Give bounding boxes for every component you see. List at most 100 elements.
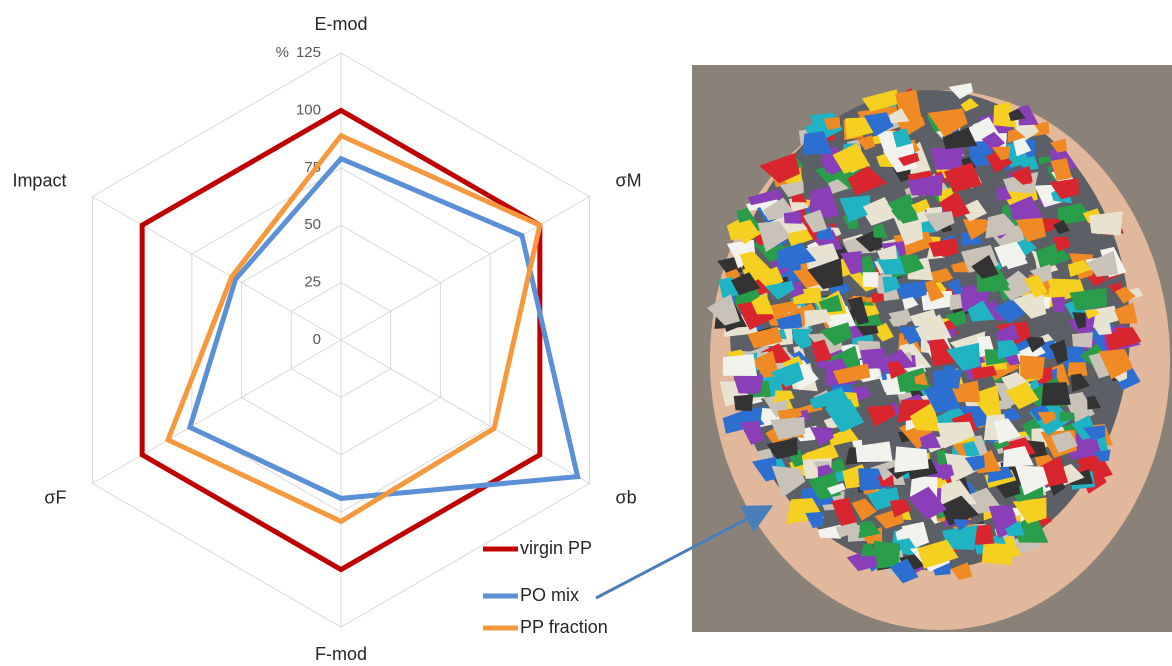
plastic-flake bbox=[790, 190, 807, 203]
plastic-flake bbox=[897, 399, 937, 423]
plastic-flake bbox=[998, 270, 1038, 301]
plastic-flake bbox=[894, 446, 929, 473]
plastic-flake bbox=[872, 223, 888, 239]
plastic-flake bbox=[898, 152, 920, 167]
plastic-flake bbox=[888, 108, 910, 124]
plastic-flake bbox=[759, 153, 800, 184]
plastic-flake bbox=[972, 524, 995, 546]
plastic-flake bbox=[862, 272, 879, 288]
plastic-flake bbox=[858, 520, 881, 539]
tick-label: 125 bbox=[296, 44, 321, 61]
plastic-flake bbox=[924, 211, 955, 232]
plastic-flake bbox=[1051, 431, 1078, 453]
plastic-flake bbox=[751, 292, 775, 315]
plastic-flake bbox=[823, 117, 841, 130]
plastic-flake bbox=[971, 254, 999, 279]
plastic-flake bbox=[832, 363, 871, 385]
axis-label: σF bbox=[44, 487, 66, 507]
plastic-flake bbox=[804, 309, 832, 328]
series-line bbox=[186, 155, 581, 501]
plastic-flake bbox=[891, 200, 915, 221]
plastic-flake bbox=[1114, 302, 1138, 324]
axis-label: Impact bbox=[12, 170, 66, 190]
plastic-flake bbox=[1115, 327, 1130, 347]
plastic-flake bbox=[779, 180, 804, 198]
axis-label: F-mod bbox=[315, 644, 367, 664]
plastic-flake bbox=[827, 482, 846, 495]
plastic-flake bbox=[828, 427, 859, 447]
plastic-flake bbox=[960, 98, 979, 112]
plastic-flake bbox=[1115, 286, 1136, 304]
plastic-flake bbox=[1004, 253, 1028, 270]
plastic-flake bbox=[1069, 288, 1108, 311]
plastic-flake bbox=[770, 416, 806, 440]
plastic-flake bbox=[832, 143, 871, 174]
plastic-flake bbox=[803, 209, 828, 233]
plastic-flake bbox=[942, 127, 978, 150]
axis-label: σM bbox=[616, 170, 642, 190]
plastic-flake bbox=[962, 440, 980, 458]
plastic-flake bbox=[1050, 158, 1072, 181]
plastic-flake bbox=[1007, 128, 1026, 144]
plastic-flake bbox=[857, 135, 876, 151]
plastic-flake bbox=[828, 179, 849, 195]
plastic-flake bbox=[914, 372, 928, 386]
plastic-flake bbox=[898, 325, 923, 345]
plastic-flake bbox=[1037, 411, 1057, 425]
legend-label: virgin PP bbox=[520, 538, 592, 558]
plastic-flake bbox=[992, 146, 1011, 161]
plastic-flake bbox=[1053, 352, 1068, 365]
plastic-flake bbox=[817, 524, 841, 539]
plastic-flake bbox=[751, 350, 780, 378]
plastic-flake bbox=[950, 562, 973, 581]
plastic-flake bbox=[1009, 196, 1044, 220]
plastic-flake bbox=[1083, 425, 1106, 441]
legend-label: PP fraction bbox=[520, 617, 608, 637]
plastic-flake bbox=[1088, 351, 1114, 379]
plastic-flake bbox=[1086, 250, 1119, 277]
tick-label: 25 bbox=[304, 274, 321, 291]
plastic-flake bbox=[981, 131, 1006, 151]
plastic-flake bbox=[1012, 135, 1032, 157]
plastic-flake bbox=[993, 101, 1017, 128]
plastic-flake bbox=[872, 322, 894, 342]
plastic-flake bbox=[871, 293, 885, 303]
plastic-flake bbox=[873, 540, 901, 569]
plastic-flake bbox=[855, 441, 893, 463]
plastic-flake bbox=[895, 526, 917, 541]
plastic-flake bbox=[962, 219, 991, 240]
plastic-flake bbox=[911, 198, 931, 214]
plastic-flake bbox=[770, 361, 804, 388]
plastic-flake bbox=[802, 131, 832, 155]
plastic-flake bbox=[893, 216, 924, 246]
plastic-flake bbox=[809, 427, 834, 446]
axis-line bbox=[92, 339, 342, 484]
plastic-flake bbox=[1041, 382, 1071, 406]
plastic-flake bbox=[1062, 392, 1095, 424]
plastic-flake bbox=[1057, 203, 1092, 226]
plastic-flake bbox=[876, 349, 914, 374]
plastic-flake bbox=[1035, 243, 1072, 271]
plastic-flake bbox=[807, 258, 844, 290]
plastic-flake bbox=[876, 245, 898, 260]
plastic-flake bbox=[1005, 520, 1025, 536]
plastic-flake bbox=[1088, 211, 1123, 236]
plastic-flake bbox=[835, 522, 861, 538]
plastic-flake bbox=[860, 197, 897, 226]
plastic-flake bbox=[1020, 156, 1039, 171]
plastic-flake bbox=[997, 339, 1021, 360]
plastic-flake bbox=[943, 162, 982, 193]
plastic-flake bbox=[851, 498, 877, 521]
plastic-flake bbox=[733, 374, 764, 394]
legend-label: PO mix bbox=[520, 585, 579, 605]
plastic-flake bbox=[1093, 318, 1112, 336]
plastic-flake bbox=[847, 166, 887, 196]
plastic-flake bbox=[1025, 337, 1046, 353]
axis-line bbox=[340, 196, 590, 341]
plastic-flake bbox=[831, 497, 859, 531]
plastic-flake bbox=[825, 399, 865, 433]
plastic-flake bbox=[1001, 372, 1032, 399]
plastic-flake bbox=[876, 247, 906, 275]
